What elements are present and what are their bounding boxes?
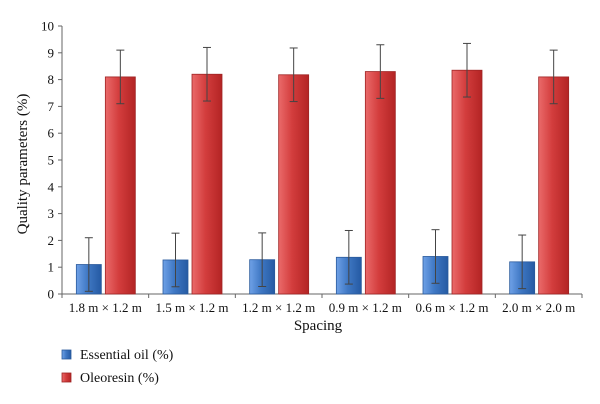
y-axis: 0 1 2 3 4 5 6 7 8 9 10 — [41, 19, 63, 302]
x-tick-label: 1.8 m × 1.2 m — [69, 300, 142, 315]
legend-swatch-essential-oil — [61, 349, 72, 360]
error-bars-layer — [84, 42, 558, 292]
y-tick-label: 7 — [48, 99, 55, 114]
x-tick-label: 0.6 m × 1.2 m — [415, 300, 488, 315]
bar-oleoresin — [104, 76, 136, 295]
x-tick-label: 1.2 m × 1.2 m — [242, 300, 315, 315]
legend-label-essential-oil: Essential oil (%) — [80, 348, 174, 363]
y-tick-label: 3 — [48, 206, 55, 221]
bar-oleoresin — [191, 73, 223, 295]
y-tick-label: 0 — [48, 287, 55, 302]
bar-oleoresin — [538, 76, 570, 295]
legend: Essential oil (%) Oleoresin (%) — [61, 348, 174, 386]
x-tick-label: 1.5 m × 1.2 m — [155, 300, 228, 315]
x-axis-label: Spacing — [294, 318, 343, 334]
x-tick-label: 2.0 m × 2.0 m — [502, 300, 575, 315]
x-tick-label: 0.9 m × 1.2 m — [329, 300, 402, 315]
y-tick-label: 9 — [48, 45, 55, 60]
y-axis-label: Quality parameters (%) — [15, 94, 31, 235]
legend-item-oleoresin: Oleoresin (%) — [61, 371, 159, 386]
legend-item-essential-oil: Essential oil (%) — [61, 348, 174, 363]
bars-layer — [75, 69, 570, 295]
y-tick-label: 8 — [48, 72, 55, 87]
legend-swatch-oleoresin — [61, 372, 72, 383]
x-axis: 1.8 m × 1.2 m 1.5 m × 1.2 m 1.2 m × 1.2 m 0… — [61, 293, 583, 315]
y-tick-label: 1 — [48, 260, 55, 275]
y-tick-label: 6 — [48, 126, 55, 141]
legend-label-oleoresin: Oleoresin (%) — [80, 371, 159, 386]
bar-oleoresin — [278, 74, 310, 295]
y-tick-label: 5 — [48, 153, 55, 168]
y-tick-label: 10 — [41, 19, 54, 34]
y-tick-label: 4 — [48, 179, 55, 194]
y-tick-label: 2 — [48, 233, 55, 248]
bar-oleoresin — [451, 69, 483, 295]
bar-oleoresin — [364, 71, 396, 295]
